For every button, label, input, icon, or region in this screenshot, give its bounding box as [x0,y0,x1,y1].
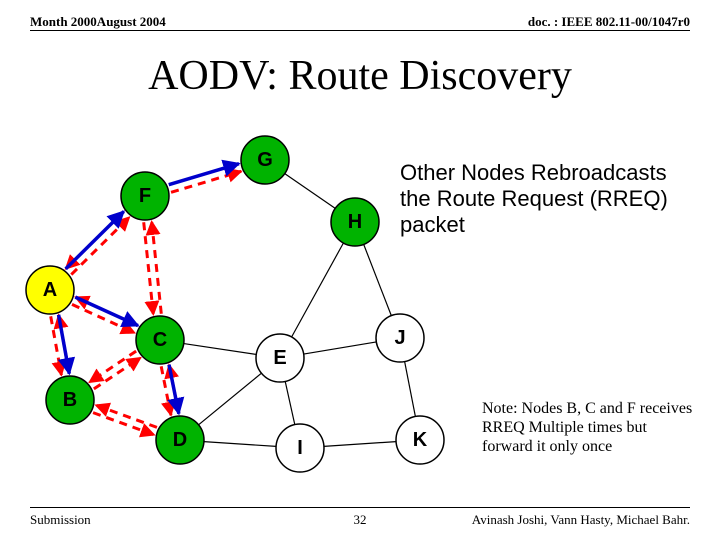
node-label-a: A [43,279,57,301]
node-label-k: K [413,429,428,451]
node-label-f: F [139,185,151,207]
node-label-e: E [273,347,286,369]
note-text: Note: Nodes B, C and F receives RREQ Mul… [482,400,697,457]
network-graph: G F H A C E J B D I K [0,0,720,540]
node-label-d: D [173,429,187,451]
explanation-text: Other Nodes Rebroadcasts the Route Reque… [400,160,700,238]
node-label-c: C [153,329,167,351]
node-label-i: I [297,437,303,459]
footer-rule [30,507,690,508]
slide-number: 32 [0,512,720,528]
node-label-g: G [257,149,273,171]
node-label-h: H [348,211,362,233]
node-label-j: J [394,327,405,349]
node-label-b: B [63,389,77,411]
